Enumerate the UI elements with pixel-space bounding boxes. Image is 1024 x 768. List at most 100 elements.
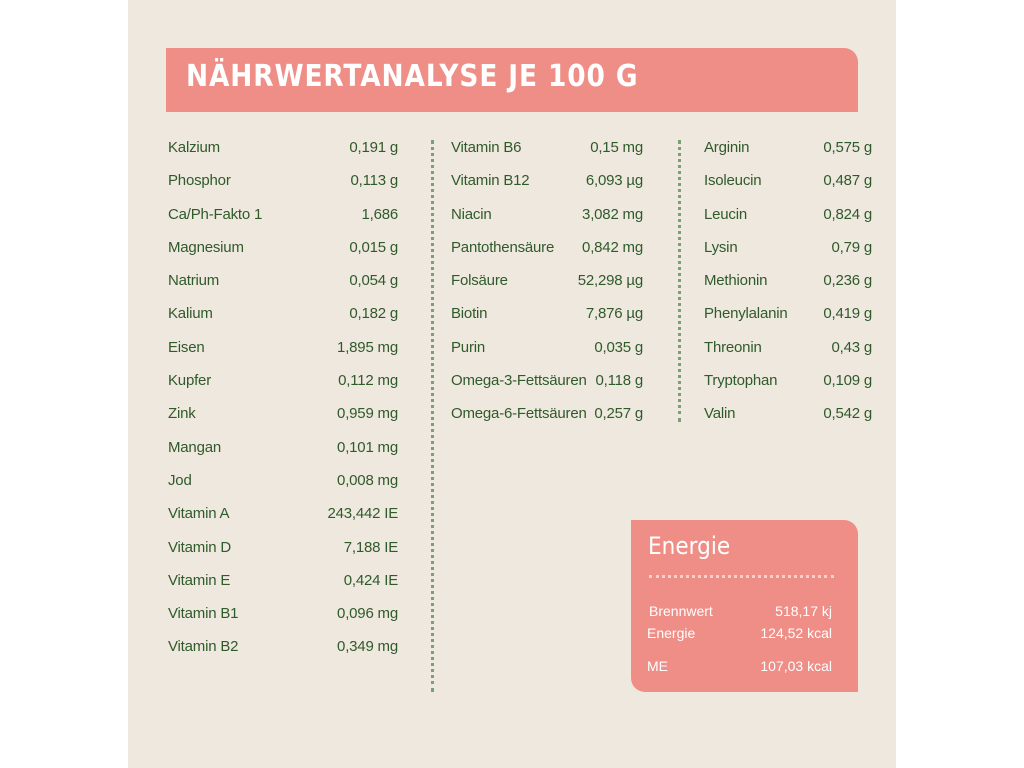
nutrient-label: Mangan: [168, 438, 222, 456]
nutrient-value: 0,096 mg: [337, 605, 398, 623]
nutrient-row: Magnesium 0,015 g: [168, 231, 398, 264]
energy-separator: [649, 575, 834, 578]
nutrient-row: Methionin 0,236 g: [704, 264, 872, 297]
nutrient-row: Phenylalanin 0,419 g: [704, 297, 872, 330]
nutrient-label: Kalium: [168, 305, 213, 323]
nutrient-row: Purin 0,035 g: [451, 331, 643, 364]
nutrient-value: 0,182 g: [349, 305, 398, 323]
nutrient-row: Niacin 3,082 mg: [451, 198, 643, 231]
nutrient-value: 0,236 g: [823, 272, 872, 290]
energy-row-label: ME: [647, 658, 668, 674]
nutrient-value: 52,298 µg: [577, 272, 643, 290]
nutrient-value: 0,824 g: [823, 205, 872, 223]
nutrient-value: 0,257 g: [594, 405, 643, 423]
nutrient-row: Jod 0,008 mg: [168, 464, 398, 497]
nutrient-row: Vitamin B6 0,15 mg: [451, 131, 643, 164]
nutrient-label: Niacin: [451, 205, 492, 223]
nutrient-label: Biotin: [451, 305, 488, 323]
nutrient-row: Folsäure 52,298 µg: [451, 264, 643, 297]
nutrient-value: 0,035 g: [594, 338, 643, 356]
nutrient-row: Pantothensäure 0,842 mg: [451, 231, 643, 264]
nutrient-label: Magnesium: [168, 238, 244, 256]
nutrient-row: Vitamin A 243,442 IE: [168, 497, 398, 530]
nutrient-row: Lysin 0,79 g: [704, 231, 872, 264]
nutrient-label: Ca/Ph-Fakto 1: [168, 205, 263, 223]
nutrient-label: Phosphor: [168, 172, 231, 190]
nutrient-label: Vitamin B12: [451, 172, 530, 190]
nutrient-label: Kupfer: [168, 372, 211, 390]
nutrient-value: 0,542 g: [823, 405, 872, 423]
nutrient-row: Vitamin B2 0,349 mg: [168, 630, 398, 663]
nutrient-label: Arginin: [704, 139, 750, 156]
nutrient-value: 6,093 µg: [585, 172, 643, 190]
nutrient-value: 0,575 g: [823, 139, 872, 156]
column-divider: [431, 140, 434, 692]
title-banner: NÄHRWERTANALYSE JE 100 G: [166, 48, 858, 112]
nutrient-label: Jod: [168, 471, 192, 489]
nutrient-value: 0,43 g: [831, 338, 872, 356]
nutrient-value: 0,424 IE: [343, 571, 398, 589]
nutrient-label: Threonin: [704, 338, 762, 356]
energy-row: Energie 124,52 kcal: [647, 621, 832, 645]
nutrient-value: 0,101 mg: [337, 438, 398, 456]
nutrient-row: Mangan 0,101 mg: [168, 431, 398, 464]
nutrient-column-amino-acids: Arginin 0,575 g Isoleucin 0,487 g Leucin 0,82…: [704, 131, 872, 431]
nutrient-row: Arginin 0,575 g: [704, 131, 872, 164]
nutrient-row: Kupfer 0,112 mg: [168, 364, 398, 397]
nutrient-row: Kalzium 0,191 g: [168, 131, 398, 164]
nutrient-value: 0,349 mg: [337, 638, 398, 656]
nutrient-row: Ca/Ph-Fakto 1 1,686: [168, 198, 398, 231]
nutrient-row: Leucin 0,824 g: [704, 198, 872, 231]
energy-row-value: 124,52 kcal: [760, 625, 832, 641]
nutrient-row: Omega-3-Fettsäuren 0,118 g: [451, 364, 643, 397]
nutrient-value: 0,15 mg: [590, 139, 643, 156]
nutrient-row: Tryptophan 0,109 g: [704, 364, 872, 397]
nutrient-value: 0,191 g: [349, 139, 398, 156]
nutrient-row: Biotin 7,876 µg: [451, 297, 643, 330]
nutrient-row: Vitamin B1 0,096 mg: [168, 597, 398, 630]
energy-row-label: Energie: [647, 625, 696, 641]
nutrient-label: Tryptophan: [704, 372, 778, 390]
nutrient-label: Vitamin A: [168, 505, 230, 523]
nutrient-row: Vitamin B12 6,093 µg: [451, 164, 643, 197]
energy-row-value: 518,17 kj: [775, 603, 832, 619]
nutrient-row: Natrium 0,054 g: [168, 264, 398, 297]
nutrient-label: Zink: [168, 405, 196, 423]
nutrient-value: 0,015 g: [349, 238, 398, 256]
nutrient-label: Vitamin E: [168, 571, 231, 589]
nutrient-value: 0,487 g: [823, 172, 872, 190]
nutrient-label: Methionin: [704, 272, 768, 290]
nutrient-column-minerals-vitamins: Kalzium 0,191 g Phosphor 0,113 g Ca/Ph-Fakto…: [168, 131, 398, 664]
nutrient-label: Vitamin D: [168, 538, 231, 556]
nutrition-panel: NÄHRWERTANALYSE JE 100 G Kalzium 0,191 g P…: [128, 0, 896, 768]
nutrient-label: Vitamin B6: [451, 139, 522, 156]
nutrient-label: Folsäure: [451, 272, 508, 290]
nutrient-row: Threonin 0,43 g: [704, 331, 872, 364]
nutrient-value: 0,113 g: [350, 172, 398, 190]
nutrient-label: Omega-6-Fettsäuren: [451, 405, 587, 423]
energy-row-label: Brennwert: [649, 603, 713, 619]
nutrient-row: Vitamin D 7,188 IE: [168, 531, 398, 564]
nutrient-label: Eisen: [168, 338, 205, 356]
nutrient-value: 0,118 g: [595, 372, 643, 390]
nutrient-label: Phenylalanin: [704, 305, 788, 323]
nutrient-value: 3,082 mg: [582, 205, 643, 223]
nutrient-row: Phosphor 0,113 g: [168, 164, 398, 197]
nutrient-value: 0,008 mg: [337, 471, 398, 489]
nutrient-label: Purin: [451, 338, 486, 356]
nutrient-label: Pantothensäure: [451, 238, 555, 256]
energy-title: Energie: [648, 532, 731, 560]
nutrient-value: 0,112 mg: [338, 372, 398, 390]
nutrient-row: Kalium 0,182 g: [168, 297, 398, 330]
nutrient-value: 0,419 g: [823, 305, 872, 323]
nutrient-label: Omega-3-Fettsäuren: [451, 372, 587, 390]
nutrient-label: Natrium: [168, 272, 220, 290]
page-title: NÄHRWERTANALYSE JE 100 G: [186, 59, 639, 94]
energy-row-value: 107,03 kcal: [760, 658, 832, 674]
nutrient-label: Vitamin B2: [168, 638, 239, 656]
nutrient-value: 0,109 g: [823, 372, 872, 390]
nutrient-value: 0,959 mg: [337, 405, 398, 423]
energy-row: Brennwert 518,17 kj: [649, 599, 832, 623]
nutrient-label: Leucin: [704, 205, 748, 223]
nutrient-row: Zink 0,959 mg: [168, 397, 398, 430]
